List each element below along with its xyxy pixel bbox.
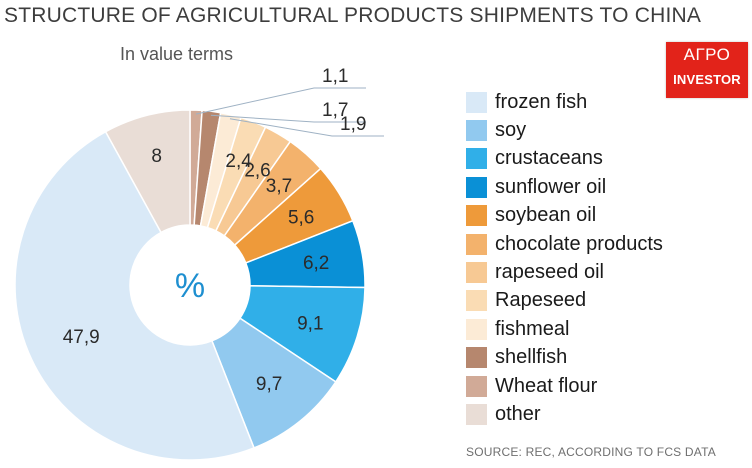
logo-line-2: INVESTOR [673, 72, 741, 87]
legend-item-frozen-fish: frozen fish [466, 88, 663, 116]
pie-slice-frozen-fish [14, 130, 255, 461]
slice-label-soybean-oil: 5,6 [288, 208, 314, 229]
legend-item-soy: soy [466, 116, 663, 144]
legend-swatch [466, 91, 487, 113]
slice-label-shellfish: 1,7 [322, 100, 348, 121]
slice-label-sunflower-oil: 6,2 [303, 253, 329, 274]
slice-label-chocolate-products: 3,7 [266, 176, 292, 197]
legend-item-other: other [466, 400, 663, 428]
legend-label: other [495, 402, 541, 425]
legend-swatch [466, 347, 487, 369]
legend-label: shellfish [495, 346, 568, 369]
legend-label: chocolate products [495, 232, 663, 255]
legend-label: crustaceans [495, 147, 603, 170]
callout-line-wheat-flour [195, 87, 366, 115]
slice-label-crustaceans: 9,1 [297, 313, 323, 334]
slice-label-fishmeal: 1,9 [340, 114, 366, 135]
source-note: SOURCE: REC, ACCORDING TO FCS DATA [466, 445, 716, 459]
legend-swatch [466, 318, 487, 340]
logo-line-1: АГРО [683, 45, 731, 64]
legend-swatch [466, 148, 487, 170]
legend-label: sunflower oil [495, 175, 607, 198]
legend-swatch [466, 205, 487, 227]
legend-item-fishmeal: fishmeal [466, 315, 663, 343]
slice-label-rapeseed-oil: 2,6 [244, 160, 270, 181]
slice-label-soy: 9,7 [256, 374, 282, 395]
pie-slice-other [104, 109, 191, 234]
center-percent-label: % [175, 267, 205, 305]
legend-item-wheat-flour: Wheat flour [466, 372, 663, 400]
legend-swatch [466, 233, 487, 255]
legend-swatch [466, 262, 487, 284]
callout-line-fishmeal [229, 118, 384, 137]
legend-item-crustaceans: crustaceans [466, 145, 663, 173]
legend-item-shellfish: shellfish [466, 344, 663, 372]
legend-swatch [466, 290, 487, 312]
legend-swatch [466, 375, 487, 397]
slice-label-frozen-fish: 47,9 [63, 327, 100, 348]
legend-label: rapeseed oil [495, 261, 604, 284]
slice-label-other: 8 [151, 146, 162, 167]
legend-label: soybean oil [495, 204, 597, 227]
legend-swatch [466, 120, 487, 142]
legend-item-chocolate-products: chocolate products [466, 230, 663, 258]
legend-swatch [466, 176, 487, 198]
legend-swatch [466, 403, 487, 425]
chart-title: STRUCTURE OF AGRICULTURAL PRODUCTS SHIPM… [4, 4, 702, 27]
agroinvestor-logo: АГРО INVESTOR [666, 42, 748, 98]
chart-subtitle: In value terms [120, 44, 234, 64]
legend-item-soybean-oil: soybean oil [466, 202, 663, 230]
legend-label: Wheat flour [495, 374, 598, 397]
legend-label: soy [495, 119, 527, 142]
legend-label: Rapeseed [495, 289, 587, 312]
legend-label: fishmeal [495, 317, 570, 340]
legend-label: frozen fish [495, 90, 588, 113]
slice-label-rapeseed: 2,4 [225, 151, 252, 172]
callout-line-shellfish [210, 114, 366, 123]
legend-item-rapeseed-oil: rapeseed oil [466, 258, 663, 286]
slice-label-wheat-flour: 1,1 [322, 66, 348, 87]
legend-item-rapeseed: Rapeseed [466, 287, 663, 315]
legend-item-sunflower-oil: sunflower oil [466, 173, 663, 201]
chart-legend: frozen fish soy crustaceans sunflower oil so… [466, 88, 663, 429]
